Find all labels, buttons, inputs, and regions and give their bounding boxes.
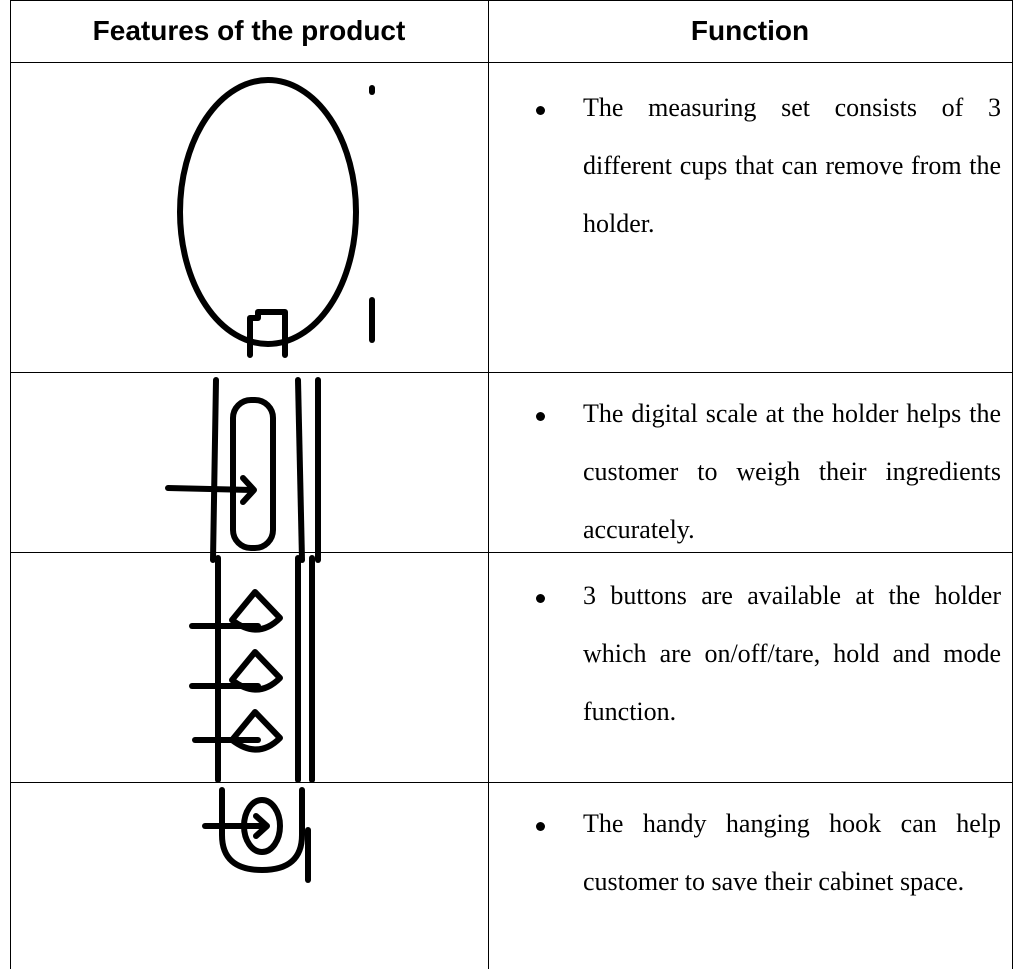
product-sketches	[165, 77, 375, 883]
table-border	[10, 372, 1013, 373]
table-border	[10, 0, 1013, 1]
header-cell: Features of the product	[92, 15, 406, 46]
table-border	[10, 0, 11, 969]
bullet	[536, 594, 545, 603]
table-border	[10, 62, 1013, 63]
header-cell: Function	[690, 15, 810, 46]
bullet	[536, 822, 545, 831]
bullet	[536, 106, 545, 115]
function-text: The measuring set consists of 3 differen…	[583, 93, 1001, 238]
function-text: The handy hanging hook can help customer…	[583, 809, 1001, 896]
function-text: 3 buttons are available at the holder wh…	[583, 581, 1001, 726]
table-border	[10, 552, 1013, 553]
table-border	[10, 782, 1013, 783]
function-text: The digital scale at the holder helps th…	[583, 399, 1001, 544]
table-border	[1012, 0, 1013, 969]
bullet	[536, 412, 545, 421]
table-border	[488, 0, 489, 969]
